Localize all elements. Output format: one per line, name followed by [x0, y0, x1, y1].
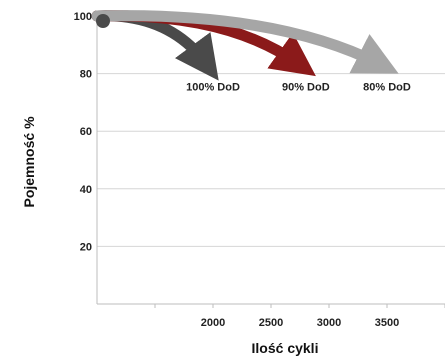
- y-tick-label: 100: [74, 11, 92, 23]
- y-tick-label: 40: [80, 184, 92, 196]
- series-label: 90% DoD: [282, 82, 330, 94]
- y-tick-label: 60: [80, 126, 92, 138]
- x-tick-label: 3000: [317, 317, 341, 329]
- x-axis-title: Ilość cykli: [252, 340, 319, 356]
- tick-label-layer: 20 40 60 80 100 2000 2500 3000 3500: [74, 11, 400, 329]
- x-tick-label: 2500: [259, 317, 283, 329]
- y-tick-label: 20: [80, 241, 92, 253]
- series-origin-point: [96, 14, 110, 28]
- x-tick-label: 3500: [375, 317, 399, 329]
- axis-layer: [96, 16, 445, 308]
- y-axis-title: Pojemność %: [21, 116, 37, 208]
- grid-layer: [97, 73, 445, 247]
- series-arrow: [91, 10, 399, 74]
- series-label: 80% DoD: [363, 82, 411, 94]
- series-label-layer: 100% DoD 90% DoD 80% DoD: [186, 82, 411, 94]
- x-tick-label: 2000: [201, 317, 225, 329]
- y-tick-label: 80: [80, 69, 92, 81]
- series-label: 100% DoD: [186, 82, 240, 94]
- series-layer: [91, 10, 399, 81]
